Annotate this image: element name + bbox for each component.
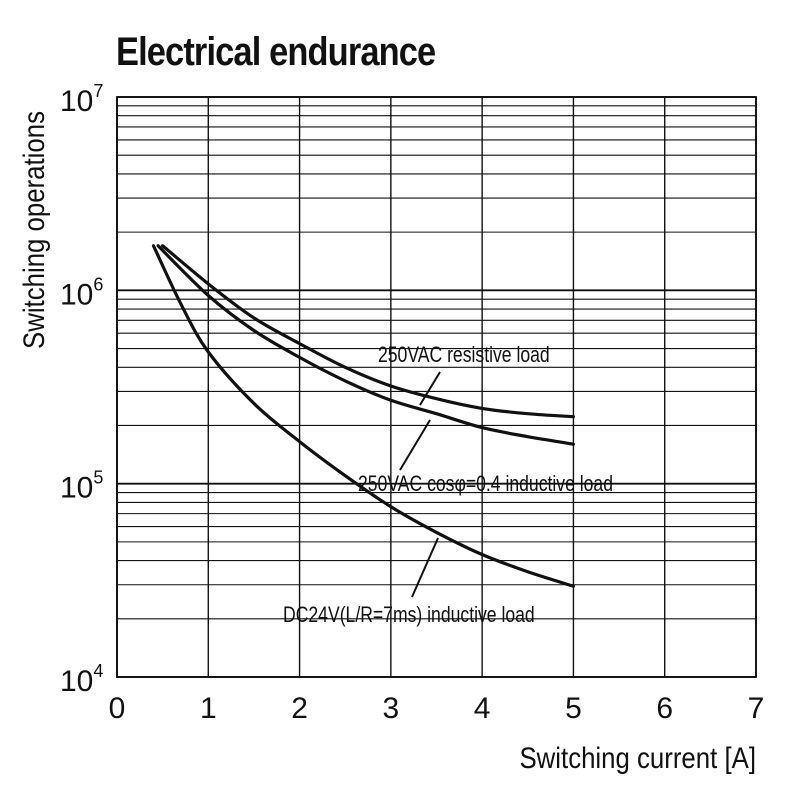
plot-frame — [116, 96, 757, 678]
y-axis-label: Switching operations — [17, 111, 50, 349]
y-tick-base: 10 — [60, 85, 93, 118]
x-tick-label: 3 — [383, 692, 400, 725]
y-tick-exponent: 6 — [93, 274, 103, 294]
leader-line — [399, 419, 431, 471]
series-line — [161, 244, 575, 419]
series-label: DC24V(L/R=7ms) inductive load — [283, 603, 535, 627]
y-tick-base: 10 — [60, 472, 93, 505]
x-tick-label: 2 — [291, 692, 308, 725]
x-tick-label: 7 — [748, 692, 765, 725]
chart-title: Electrical endurance — [116, 30, 436, 74]
x-tick-label: 6 — [656, 692, 673, 725]
x-tick-label: 0 — [109, 692, 126, 725]
y-tick-label: 104 — [60, 661, 103, 698]
y-tick-exponent: 7 — [93, 81, 103, 101]
y-tick-base: 10 — [60, 278, 93, 311]
y-tick-label: 107 — [60, 81, 103, 118]
series-line — [151, 244, 575, 588]
series-line — [156, 244, 575, 446]
x-axis-label: Switching current [A] — [519, 741, 756, 774]
leader-line — [419, 371, 441, 406]
x-tick-label: 4 — [474, 692, 491, 725]
series-label: 250VAC cosφ=0.4 inductive load — [358, 472, 613, 496]
x-tick-label: 5 — [565, 692, 582, 725]
y-tick-base: 10 — [60, 665, 93, 698]
y-tick-label: 105 — [60, 468, 103, 505]
leader-line — [411, 537, 439, 598]
y-tick-exponent: 5 — [93, 468, 103, 488]
y-tick-label: 106 — [60, 274, 103, 311]
x-tick-label: 1 — [200, 692, 217, 725]
series-label: 250VAC resistive load — [378, 343, 550, 367]
y-tick-exponent: 4 — [93, 661, 103, 681]
